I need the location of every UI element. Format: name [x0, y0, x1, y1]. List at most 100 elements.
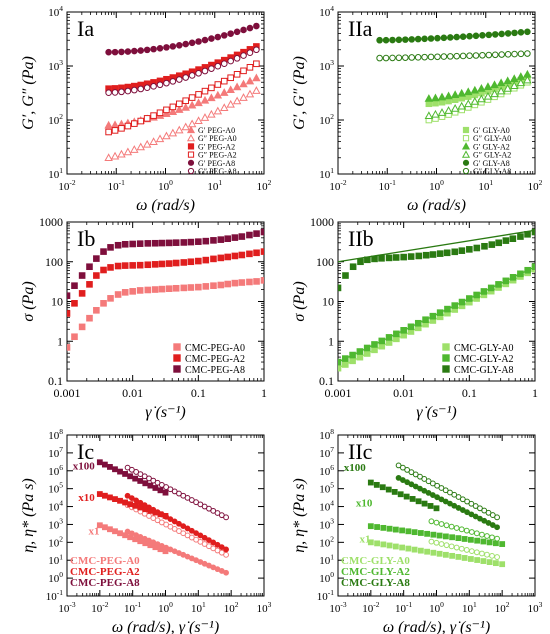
data-point — [444, 305, 451, 313]
legend-label: G″ PEG-A0 — [198, 134, 237, 143]
data-point — [246, 64, 254, 71]
legend-label: CMC-GLY-A0 — [454, 343, 514, 354]
data-point — [182, 74, 190, 81]
x-tick-label: 10-3 — [329, 600, 346, 615]
y-tick-label: 106 — [48, 463, 63, 478]
data-point — [442, 487, 449, 494]
data-point — [158, 285, 166, 293]
data-point — [86, 314, 93, 322]
data-point — [210, 255, 217, 263]
fit-line — [338, 229, 535, 263]
data-point — [382, 54, 390, 62]
data-point — [392, 254, 400, 261]
data-point — [494, 535, 500, 542]
multiplier-label: x1 — [359, 533, 370, 545]
data-point — [260, 277, 264, 284]
data-point — [380, 541, 387, 548]
data-point — [414, 319, 422, 327]
data-point — [458, 298, 466, 306]
data-point — [524, 231, 531, 238]
data-point — [194, 98, 203, 107]
data-point — [407, 253, 415, 260]
data-point — [450, 103, 460, 112]
data-point — [479, 32, 486, 39]
data-point — [144, 240, 152, 247]
data-point — [224, 253, 231, 261]
data-point — [93, 255, 100, 262]
data-point — [421, 53, 428, 61]
data-point — [175, 41, 183, 49]
panel-ib: 0.001 0.01 0.1 1 0.1 1 10 100 1000 γ̇ (s⁻¹) σ (Pa)… — [20, 215, 267, 421]
data-point — [114, 241, 122, 249]
data-point — [424, 548, 431, 555]
data-point — [438, 541, 445, 547]
data-point — [428, 518, 435, 525]
data-point — [202, 237, 210, 245]
legend-marker — [187, 151, 195, 158]
legend-label: CMC-GLY-A2 — [341, 566, 410, 578]
y-tick-label: 101 — [319, 552, 334, 567]
data-point — [437, 92, 447, 101]
data-point — [124, 48, 132, 55]
data-point — [124, 122, 132, 130]
data-point — [127, 501, 134, 508]
legend-label: CMC-GLY-A0 — [341, 555, 410, 567]
data-point — [163, 44, 170, 51]
data-point — [165, 239, 173, 247]
x-tick-label: 10-1 — [395, 600, 412, 615]
data-point — [524, 266, 532, 274]
data-point — [414, 54, 422, 61]
y-tick-label: 107 — [319, 445, 334, 460]
data-point — [489, 552, 495, 559]
data-point — [429, 312, 437, 320]
data-point — [459, 496, 466, 503]
data-point — [107, 264, 114, 271]
y-axis-label: σ (Pa) — [20, 281, 37, 321]
data-point — [436, 550, 443, 557]
x-tick-label: 101 — [191, 600, 206, 615]
data-point — [240, 52, 247, 59]
data-point — [217, 236, 225, 243]
y-tick-label: 104 — [319, 499, 334, 514]
data-point — [450, 90, 460, 99]
data-point — [137, 478, 144, 484]
data-point — [402, 54, 409, 61]
data-point — [379, 484, 386, 491]
data-point — [107, 494, 113, 501]
data-point — [371, 346, 378, 354]
data-point — [461, 555, 468, 561]
legend: G′ PEG-A0G″ PEG-A0G′ PEG-A2G″ PEG-A2G′ P… — [186, 125, 237, 176]
data-point — [511, 29, 518, 37]
data-point — [143, 84, 151, 92]
data-point — [127, 473, 134, 480]
legend-label: CMC-PEG-A2 — [70, 566, 140, 578]
data-point — [165, 260, 173, 267]
data-point — [143, 115, 151, 122]
y-axis-label: σ (Pa) — [291, 281, 308, 321]
data-point — [231, 252, 239, 260]
data-point — [169, 103, 177, 111]
data-point — [433, 539, 440, 546]
legend-label: G′ GLY-A2 — [473, 142, 510, 151]
data-point — [224, 235, 231, 243]
data-point — [188, 39, 196, 47]
y-tick-label: 102 — [319, 112, 334, 127]
data-point — [78, 323, 86, 331]
data-point — [421, 476, 428, 482]
data-point — [479, 550, 485, 557]
legend-label: G′ PEG-A2 — [198, 142, 235, 151]
x-axis-label: ω (rad/s), γ̇ (s⁻¹) — [383, 619, 490, 634]
data-point — [210, 237, 217, 244]
data-point — [104, 153, 113, 162]
y-tick-label: 103 — [48, 58, 63, 73]
data-point — [468, 548, 475, 555]
multiplier-label: x10 — [78, 492, 95, 504]
data-point — [149, 137, 158, 145]
data-point — [434, 53, 441, 61]
panel-label: IIc — [348, 439, 373, 464]
data-point — [509, 235, 517, 243]
data-point — [175, 125, 184, 134]
data-point — [444, 91, 453, 100]
panel-label: Ib — [77, 226, 95, 251]
